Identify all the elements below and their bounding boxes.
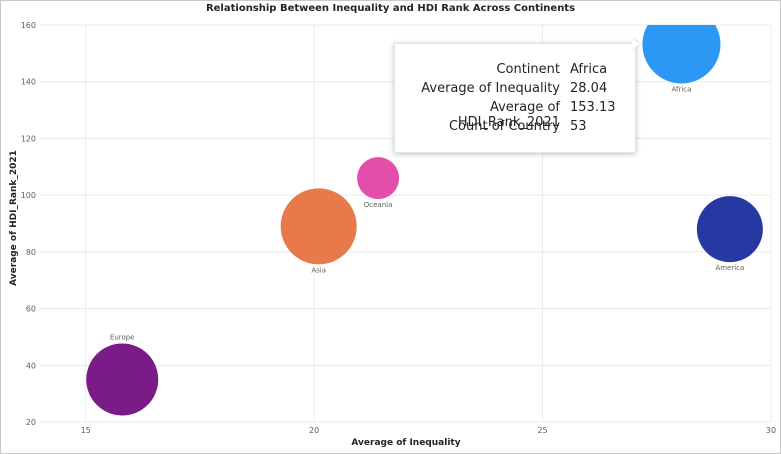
tooltip-key: Count of Country (448, 119, 560, 134)
tooltip-key: Average of HDI_Rank_2021 (457, 100, 560, 130)
x-tick-label: 15 (81, 426, 91, 435)
y-tick-label: 40 (26, 361, 36, 370)
tooltip-key: Average of Inequality (421, 81, 560, 96)
label-layer: Africa America Asia Oceania Europe (110, 85, 744, 341)
tooltip-value: 28.04 (570, 81, 608, 96)
chart-title: Relationship Between Inequality and HDI … (205, 3, 576, 14)
tooltip-value: 153.13 (570, 100, 616, 115)
tooltip-row-continent: Continent Africa (395, 62, 635, 82)
x-tick-label: 30 (766, 426, 776, 435)
y-tick-label: 160 (21, 21, 36, 30)
tooltip-value: 53 (570, 119, 587, 134)
tooltip-row-inequality: Average of Inequality 28.04 (395, 81, 635, 101)
tooltip-row-hdi-rank: Average of HDI_Rank_2021 153.13 (395, 100, 635, 130)
y-tick-label: 120 (21, 134, 36, 143)
bubble-label-europe: Europe (110, 333, 135, 341)
axis-layer: 20 40 60 80 100 120 140 160 15 20 25 30 (21, 21, 776, 435)
bubble-america[interactable] (696, 196, 763, 263)
bubble-label-america: America (715, 264, 744, 272)
x-axis-label: Average of Inequality (351, 438, 460, 448)
bubble-europe[interactable] (86, 343, 159, 416)
x-tick-label: 25 (537, 426, 547, 435)
tooltip-row-count: Count of Country 53 (395, 119, 635, 139)
tooltip-key: Continent (496, 62, 560, 77)
bubble-layer (86, 5, 763, 416)
bubble-asia[interactable] (280, 188, 357, 265)
y-tick-label: 60 (26, 305, 36, 314)
y-tick-label: 140 (21, 78, 36, 87)
y-axis-label: Average of HDI_Rank_2021 (9, 150, 19, 286)
y-tick-label: 20 (26, 418, 36, 427)
y-tick-label: 80 (26, 248, 36, 257)
bubble-oceania[interactable] (357, 157, 400, 200)
tooltip-value: Africa (570, 62, 608, 77)
bubble-label-oceania: Oceania (364, 201, 393, 209)
y-tick-label: 100 (21, 191, 36, 200)
bubble-label-africa: Africa (671, 85, 691, 93)
x-tick-label: 20 (309, 426, 319, 435)
tooltip-pointer (632, 38, 640, 50)
bubble-label-asia: Asia (311, 266, 326, 274)
bubble-africa[interactable] (642, 5, 721, 84)
hover-tooltip: Continent Africa Average of Inequality 2… (394, 43, 636, 153)
